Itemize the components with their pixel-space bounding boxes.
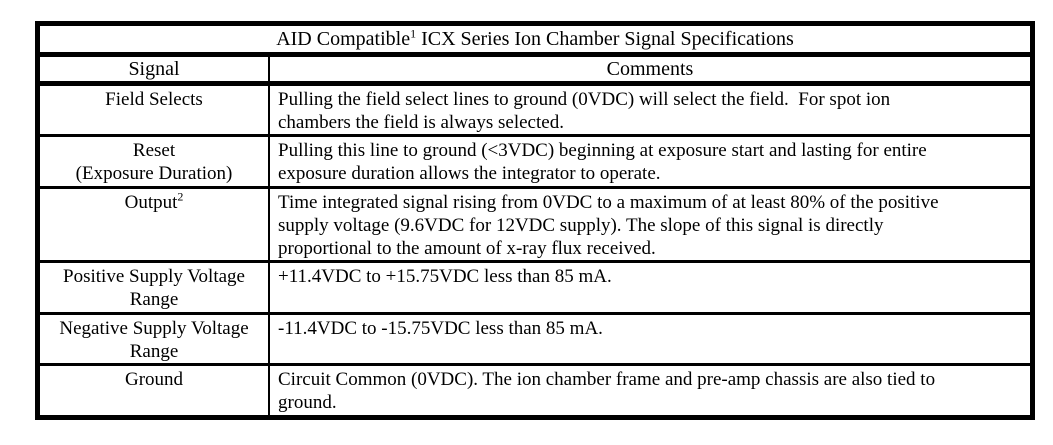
column-header-comments: Comments [606,58,694,80]
comments-cell: Circuit Common (0VDC). The ion chamber f… [270,366,1030,415]
table-row-ground: Ground Circuit Common (0VDC). The ion ch… [40,366,1030,415]
comments-cell: Pulling this line to ground (<3VDC) begi… [270,137,1030,186]
comment-line: Pulling this line to ground (<3VDC) begi… [278,140,927,161]
spec-table: AID Compatible1 ICX Series Ion Chamber S… [35,21,1035,420]
comments-cell: Time integrated signal rising from 0VDC … [270,189,1030,260]
header-row: Signal Comments [40,57,1030,86]
comment-line: Time integrated signal rising from 0VDC … [278,192,939,213]
column-divider [268,57,270,81]
comments-cell: -11.4VDC to -15.75VDC less than 85 mA. [270,315,1030,363]
comment-line: chambers the field is always selected. [278,112,564,133]
signal-cell: Output2 [40,189,268,260]
signal-text: Range [129,341,179,362]
title-superscript: 1 [410,26,417,41]
output-superscript: 2 [177,189,184,204]
comment-line: supply voltage (9.6VDC for 12VDC supply)… [278,215,884,236]
comment-line: -11.4VDC to -15.75VDC less than 85 mA. [278,318,603,339]
comments-cell: +11.4VDC to +15.75VDC less than 85 mA. [270,263,1030,312]
comment-line: exposure duration allows the integrator … [278,163,661,184]
signal-text: Output2 [40,191,268,214]
column-divider [268,137,270,186]
signal-cell: Reset (Exposure Duration) [40,137,268,186]
column-divider [268,86,270,134]
table-row-negative-supply: Negative Supply Voltage Range -11.4VDC t… [40,315,1030,366]
table-row-positive-supply: Positive Supply Voltage Range +11.4VDC t… [40,263,1030,315]
signal-text: Ground [124,369,184,390]
signal-cell: Field Selects [40,86,268,134]
table-row-field-selects: Field Selects Pulling the field select l… [40,86,1030,137]
signal-text: Reset [132,140,176,161]
comment-line: Circuit Common (0VDC). The ion chamber f… [278,369,936,390]
signal-cell: Ground [40,366,268,415]
table-row-reset: Reset (Exposure Duration) Pulling this l… [40,137,1030,189]
signal-text: (Exposure Duration) [75,163,233,184]
column-divider [268,315,270,363]
comment-line: ground. [278,392,337,413]
signal-text: Field Selects [105,89,203,110]
comment-line: +11.4VDC to +15.75VDC less than 85 mA. [278,266,612,287]
comment-line: Pulling the field select lines to ground… [278,89,891,110]
table-title-suffix: ICX Series Ion Chamber Signal Specificat… [416,28,794,50]
table-title: AID Compatible1 ICX Series Ion Chamber S… [40,26,1030,57]
column-divider [268,366,270,415]
signal-text-main: Output [124,192,178,213]
signal-cell: Negative Supply Voltage Range [40,315,268,363]
table-title-prefix: AID Compatible [276,28,411,50]
column-divider [268,189,270,260]
column-header-signal: Signal [128,58,180,80]
signal-text: Range [129,289,179,310]
comments-cell: Pulling the field select lines to ground… [270,86,1030,134]
column-divider [268,263,270,312]
table-row-output: Output2 Time integrated signal rising fr… [40,189,1030,263]
signal-text: Negative Supply Voltage [59,318,249,339]
signal-text: Positive Supply Voltage [63,266,245,287]
signal-cell: Positive Supply Voltage Range [40,263,268,312]
comment-line: proportional to the amount of x-ray flux… [278,238,656,259]
